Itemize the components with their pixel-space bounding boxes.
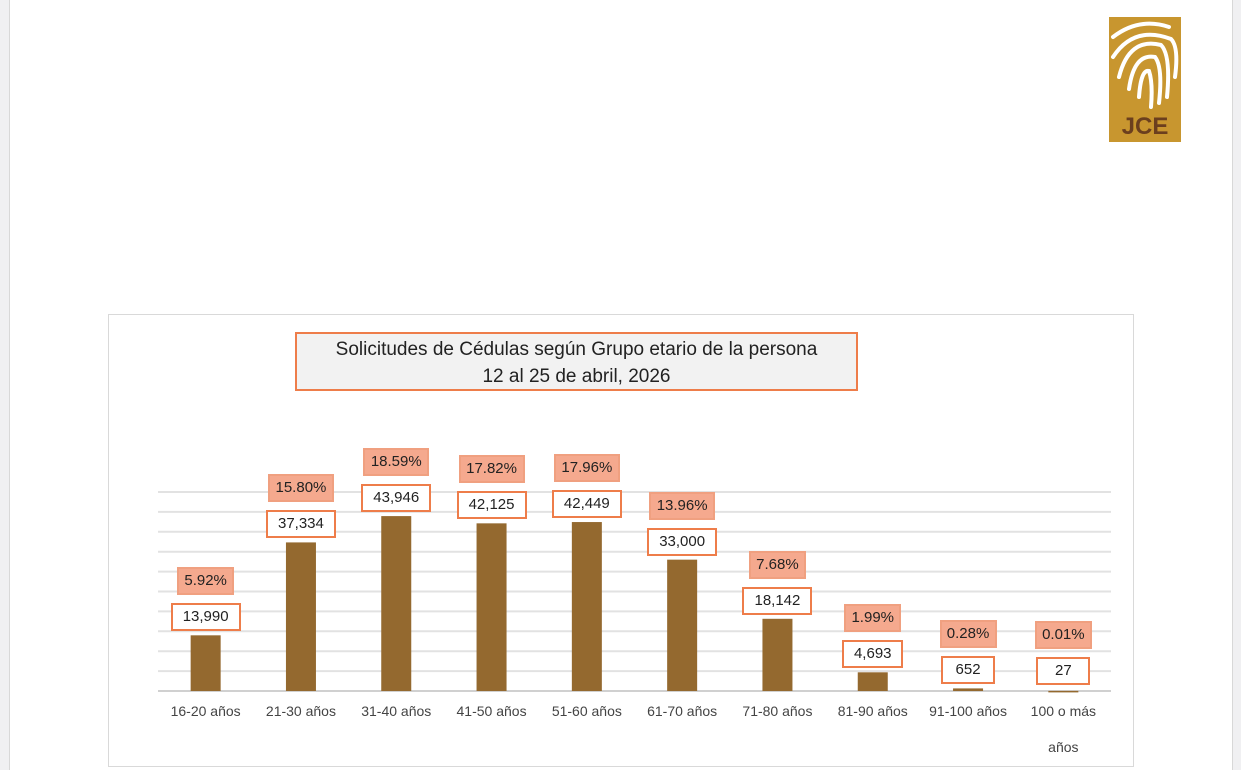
value-label: 37,334 (265, 510, 336, 539)
x-tick-label: 71-80 años (742, 703, 813, 719)
bar (1048, 690, 1079, 693)
x-tick-label: 81-90 años (837, 703, 908, 719)
percent-label: 17.96% (553, 454, 620, 483)
value-label: 18,142 (742, 586, 813, 615)
bar (285, 542, 316, 691)
percent-label: 0.28% (939, 620, 997, 649)
svg-text:JCE: JCE (1122, 113, 1169, 140)
x-tick-label: 16-20 años (170, 703, 241, 719)
percent-label: 15.80% (267, 474, 334, 503)
x-tick-label: 61-70 años (647, 703, 718, 719)
value-label: 43,946 (361, 484, 432, 513)
value-label: 652 (941, 656, 996, 685)
chart-title: Solicitudes de Cédulas según Grupo etari… (335, 339, 818, 360)
x-tick-label: 21-30 años (265, 703, 336, 719)
percent-label: 17.82% (458, 455, 525, 484)
value-label: 42,125 (456, 491, 527, 520)
percent-label: 18.59% (363, 448, 430, 477)
bar (476, 523, 507, 691)
bar (190, 635, 221, 691)
x-tick-label: 91-100 años (929, 703, 1007, 719)
bar (571, 522, 602, 691)
percent-label: 0.01% (1034, 621, 1092, 649)
chart-title-box: Solicitudes de Cédulas según Grupo etari… (295, 332, 858, 391)
bar (667, 559, 698, 691)
percent-label: 5.92% (177, 567, 235, 596)
value-label: 33,000 (647, 527, 718, 556)
bar (381, 516, 412, 691)
x-tick-label: 51-60 años (551, 703, 622, 719)
x-tick-label: 100 o más años (1030, 703, 1097, 755)
value-label: 13,990 (170, 603, 241, 632)
bar (953, 688, 984, 691)
value-label: 4,693 (842, 640, 904, 669)
jce-logo: JCE (1109, 17, 1181, 142)
percent-label: 7.68% (748, 550, 806, 579)
percent-label: 1.99% (844, 604, 902, 633)
x-tick-label: 31-40 años (361, 703, 432, 719)
value-label: 27 (1036, 657, 1091, 685)
chart-subtitle: 12 al 25 de abril, 2026 (482, 366, 671, 387)
percent-label: 13.96% (649, 491, 716, 520)
x-tick-label: 41-50 años (456, 703, 527, 719)
value-label: 42,449 (551, 490, 622, 519)
bar (857, 672, 888, 691)
bar (762, 618, 793, 691)
